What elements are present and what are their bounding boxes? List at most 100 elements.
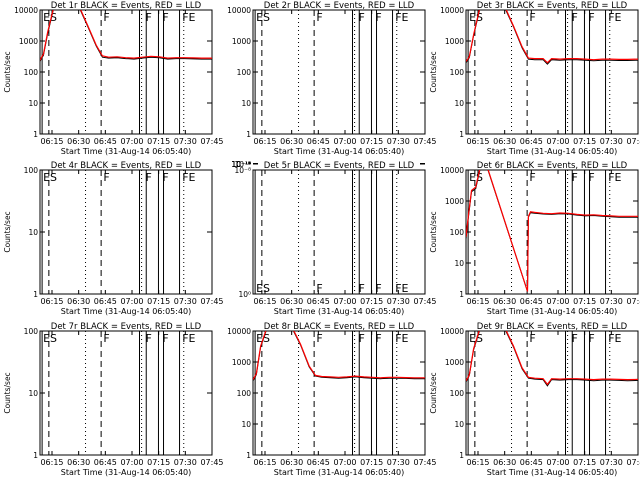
x-axis-label: Start Time (31-Aug-14 06:05:40) [274, 147, 405, 156]
plot-frame [252, 169, 426, 295]
chart-title: Det 3r BLACK = Events, RED = LLD [477, 1, 628, 11]
x-tick-label: 06:30 [67, 297, 90, 306]
x-tick-label: 06:30 [67, 458, 90, 467]
x-tick-label: 06:45 [520, 297, 543, 306]
x-tick-label: 06:30 [493, 458, 516, 467]
x-tick-label: 06:45 [520, 458, 543, 467]
y-tick-label: 1 [459, 130, 464, 139]
chart-title: Det 6r BLACK = Events, RED = LLD [477, 161, 628, 171]
x-tick-label: 06:15 [466, 458, 489, 467]
flag-label: FE [608, 332, 621, 345]
x-axis-label: Start Time (31-Aug-14 06:05:40) [61, 468, 192, 477]
x-tick-label: 06:30 [493, 137, 516, 146]
x-tick-label: 07:45 [200, 458, 223, 467]
y-tick-label: 100 [24, 327, 39, 336]
x-tick-label: 06:15 [40, 137, 63, 146]
chart-title: Det 8r BLACK = Events, RED = LLD [264, 322, 415, 332]
flag-label: ES [469, 11, 483, 24]
x-tick-label: 07:45 [626, 137, 640, 146]
chart-title: Det 4r BLACK = Events, RED = LLD [51, 161, 202, 171]
flag-label: F [359, 282, 365, 295]
x-tick-label: 07:15 [360, 297, 383, 306]
y-tick-label: 10⁻¹⁶ [231, 160, 251, 169]
plot-frame [252, 9, 426, 135]
x-tick-label: 07:15 [147, 297, 170, 306]
y-tick-label: 100 [237, 68, 252, 77]
x-tick-label: 07:45 [626, 297, 640, 306]
y-axis-label: Counts/sec [3, 211, 12, 252]
y-tick-label: 10⁻¹¹ [231, 160, 251, 169]
x-tick-label: 07:15 [573, 137, 596, 146]
x-tick-label: 07:45 [200, 137, 223, 146]
flag-label: F [316, 332, 322, 345]
flag-label: F [572, 171, 578, 184]
x-axis-label: Start Time (31-Aug-14 06:05:40) [487, 307, 618, 316]
x-tick-label: 07:00 [120, 297, 143, 306]
y-tick-label: 1000 [19, 37, 38, 46]
flag-label: F [103, 171, 109, 184]
x-tick-label: 06:45 [94, 458, 117, 467]
x-axis-label: Start Time (31-Aug-14 06:05:40) [274, 307, 405, 316]
series-line-events [466, 10, 638, 65]
y-tick-label: 10 [28, 228, 38, 237]
x-tick-label: 07:00 [546, 458, 569, 467]
y-tick-label: 10000 [227, 327, 251, 336]
x-tick-label: 07:00 [546, 297, 569, 306]
chart-title: Det 2r BLACK = Events, RED = LLD [264, 1, 415, 11]
x-tick-label: 07:30 [387, 137, 410, 146]
plot-frame [465, 9, 639, 135]
x-tick-label: 07:30 [387, 458, 410, 467]
flag-label: F [146, 171, 152, 184]
flag-label: F [588, 332, 594, 345]
y-tick-label: 1 [459, 451, 464, 460]
x-tick-label: 07:30 [600, 297, 623, 306]
x-tick-label: 07:45 [413, 458, 436, 467]
x-tick-label: 06:15 [40, 297, 63, 306]
plot-frame [39, 169, 213, 295]
y-tick-label: 1 [33, 130, 38, 139]
series-line-lld [253, 331, 425, 380]
flag-label: ES [256, 11, 270, 24]
x-tick-label: 07:45 [413, 297, 436, 306]
y-tick-label: 100 [450, 228, 465, 237]
chart-title: Det 5r BLACK = Events, RED = LLD [264, 161, 415, 171]
x-tick-label: 07:30 [174, 458, 197, 467]
flag-label: F [375, 282, 381, 295]
y-tick-label: 10⁻¹⁵ [231, 160, 251, 169]
flag-label: F [529, 171, 535, 184]
y-tick-label: 1000 [445, 197, 464, 206]
y-tick-label: 100 [237, 389, 252, 398]
flag-label: ES [256, 282, 270, 295]
x-tick-label: 07:00 [333, 137, 356, 146]
flag-label: F [146, 11, 152, 24]
flag-label: F [162, 332, 168, 345]
flag-label: FE [608, 171, 621, 184]
x-tick-label: 06:15 [466, 137, 489, 146]
y-axis-label: Counts/sec [429, 51, 438, 92]
y-tick-label: 10 [28, 99, 38, 108]
x-tick-label: 06:30 [67, 137, 90, 146]
x-axis-label: Start Time (31-Aug-14 06:05:40) [487, 147, 618, 156]
x-tick-label: 06:30 [493, 297, 516, 306]
flag-label: F [529, 332, 535, 345]
flag-label: FE [182, 332, 195, 345]
y-tick-label: 100 [24, 166, 39, 175]
series-line-lld [466, 10, 638, 64]
x-tick-label: 06:15 [466, 297, 489, 306]
y-tick-label: 1000 [232, 37, 251, 46]
flag-label: F [103, 332, 109, 345]
x-tick-label: 07:15 [573, 297, 596, 306]
x-tick-label: 07:15 [147, 137, 170, 146]
y-tick-label: 1 [459, 290, 464, 299]
x-tick-label: 06:15 [40, 458, 63, 467]
y-tick-label: 1 [246, 451, 251, 460]
flag-label: F [359, 332, 365, 345]
flag-label: FE [182, 171, 195, 184]
series-line-lld [466, 170, 638, 292]
